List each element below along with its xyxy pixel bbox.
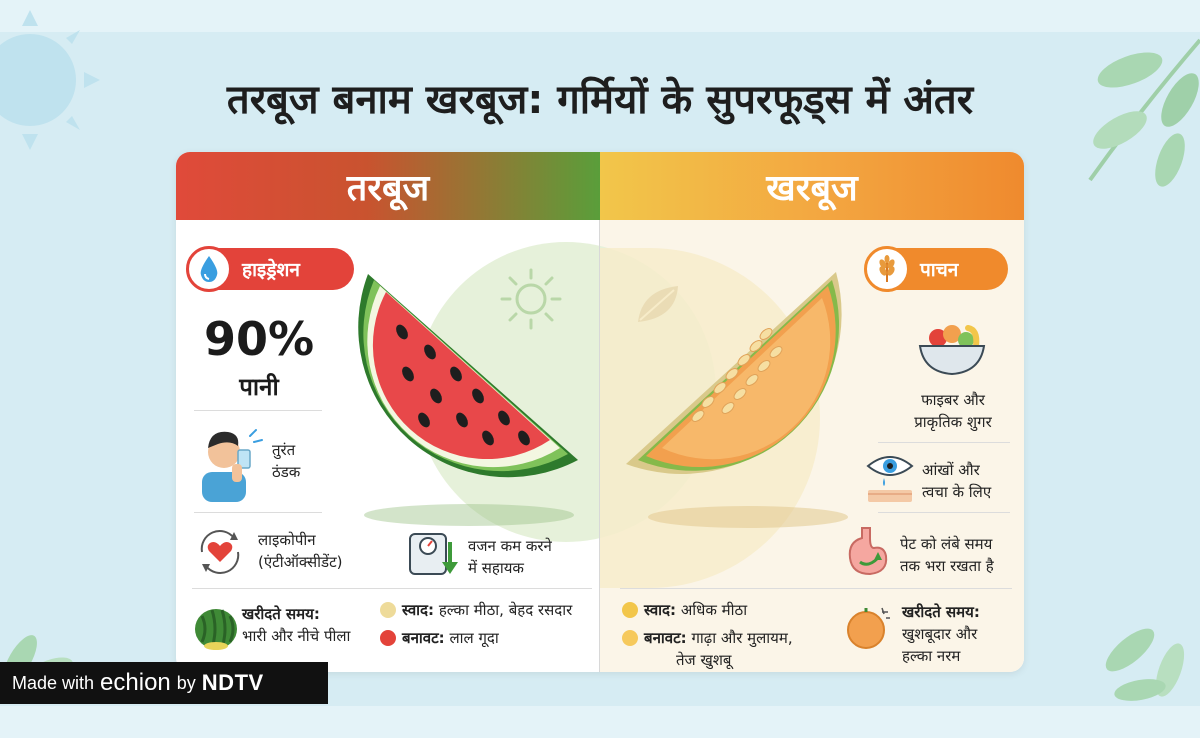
right-taste: स्वाद: अधिक मीठा (644, 601, 748, 619)
stomach-text-1: पेट को लंबे समय (900, 535, 993, 553)
stomach-icon (848, 527, 888, 576)
fiber-text-1: फाइबर और (921, 391, 985, 409)
cooling-text-1: तुरंत (272, 441, 296, 459)
melon-shadow (648, 506, 848, 528)
right-buying-text-1: खुशबूदार और (902, 625, 978, 643)
sun-icon (500, 268, 562, 330)
person-drinking-icon (202, 429, 263, 502)
lycopene-text-1: लाइकोपीन (258, 531, 316, 549)
texture-dot-icon (622, 630, 638, 646)
watermelon-slice-icon (358, 274, 578, 478)
weight-text-2: में सहायक (468, 559, 524, 577)
comparison-card: तरबूज खरबूज हाइड्रेशन (176, 152, 1024, 672)
lycopene-text-2: (एंटीऑक्सीडेंट) (258, 553, 343, 571)
melon-header: खरबूज (600, 152, 1024, 220)
taste-dot-icon (380, 602, 396, 618)
weight-text-1: वजन कम करने (468, 537, 552, 555)
page-title: तरबूज बनाम खरबूज: गर्मियों के सुपरफूड्स … (226, 77, 974, 123)
center-divider (599, 220, 600, 672)
water-label: पानी (239, 373, 279, 401)
digestion-badge: पाचन (864, 246, 1008, 292)
eyes-text-1: आंखों और (922, 461, 980, 479)
texture-dot-icon (380, 630, 396, 646)
top-band (0, 0, 1200, 32)
divider-line (194, 410, 322, 411)
right-buying-label: खरीदते समय: (902, 603, 980, 621)
whole-watermelon-icon (195, 609, 237, 650)
ndtv-logo: NDTV (201, 670, 264, 695)
water-percentage: 90% (203, 312, 315, 366)
right-texture: बनावट: गाढ़ा और मुलायम, (644, 629, 793, 647)
bottom-band (0, 706, 1200, 738)
watermelon-shadow (364, 504, 574, 526)
watermelon-header: तरबूज (176, 152, 600, 220)
leaf-icon (638, 286, 678, 322)
leaves-bottom-right-icon (1105, 628, 1185, 701)
right-buying-text-2: हल्का नरम (902, 647, 961, 665)
right-texture-2: तेज खुशबू (676, 651, 732, 669)
fiber-text-2: प्राकृतिक शुगर (914, 413, 992, 431)
echion-logo: echion (100, 669, 171, 696)
melon-slice-icon (626, 272, 842, 474)
leaves-decoration-icon (1088, 38, 1200, 187)
divider-line (620, 588, 1012, 589)
left-taste: स्वाद: हल्का मीठा, बेहद रसदार (402, 601, 573, 619)
fruit-bowl-icon (918, 325, 986, 376)
cooling-text-2: ठंडक (272, 463, 301, 481)
whole-melon-icon (847, 607, 890, 649)
divider-line (878, 512, 1010, 513)
hydration-badge: हाइड्रेशन (186, 246, 354, 292)
made-with-text: Made with (12, 672, 95, 693)
left-buying-label: खरीदते समय: (242, 605, 320, 623)
divider-line (194, 512, 322, 513)
taste-dot-icon (622, 602, 638, 618)
divider-line (878, 442, 1010, 443)
hydration-label: हाइड्रेशन (242, 259, 300, 281)
sun-decoration-icon (0, 10, 100, 150)
eye-skin-icon (866, 456, 914, 502)
left-buying-text: भारी और नीचे पीला (242, 627, 351, 645)
weighing-scale-icon (409, 533, 458, 575)
wheat-icon (864, 246, 910, 292)
left-texture: बनावट: लाल गूदा (402, 629, 499, 647)
stomach-text-2: तक भरा रखता है (900, 557, 994, 575)
by-text: by (176, 672, 196, 693)
divider-line (192, 588, 592, 589)
digestion-label: पाचन (920, 259, 959, 281)
heart-cycle-icon (200, 530, 240, 574)
made-with-watermark: Made with echion by NDTV (0, 662, 328, 704)
water-drop-icon (186, 246, 232, 292)
eyes-text-2: त्वचा के लिए (922, 483, 992, 501)
